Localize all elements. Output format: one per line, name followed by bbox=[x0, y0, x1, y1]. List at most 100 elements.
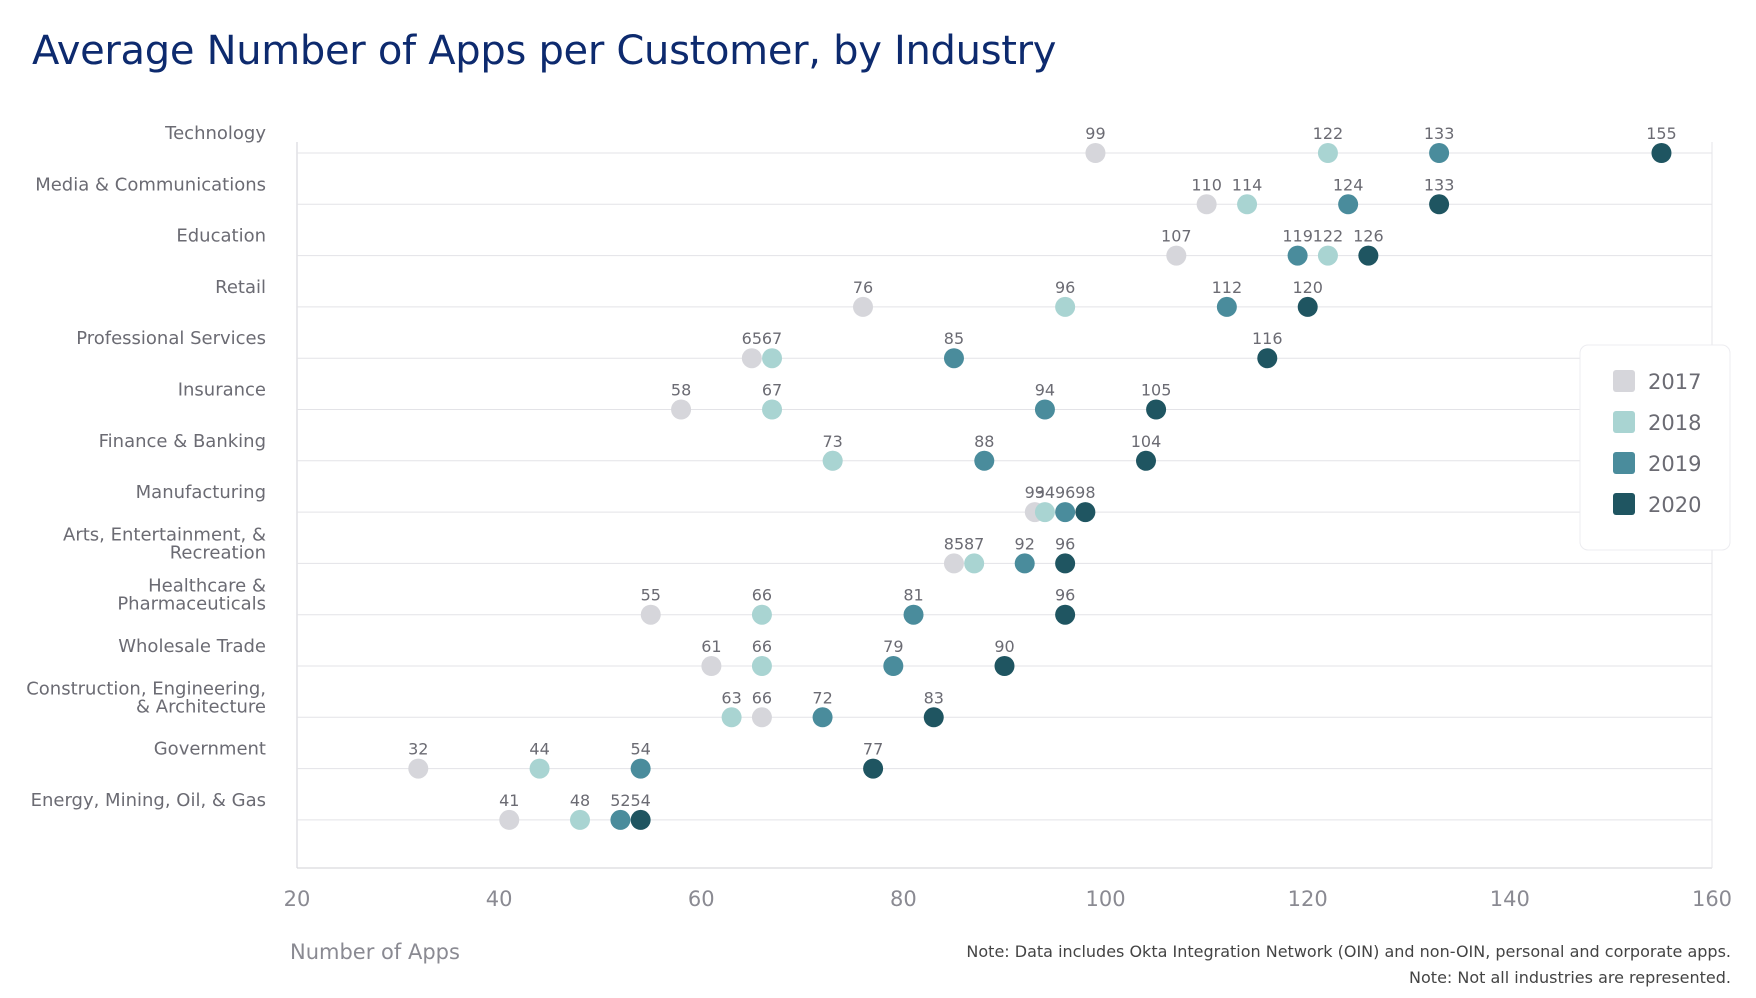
data-label: 119 bbox=[1282, 227, 1313, 246]
data-label: 61 bbox=[701, 637, 721, 656]
data-point-2018 bbox=[1034, 502, 1055, 523]
data-label: 55 bbox=[641, 586, 661, 605]
data-label: 114 bbox=[1232, 175, 1263, 194]
data-label: 112 bbox=[1212, 278, 1243, 297]
data-point-2018 bbox=[1237, 194, 1258, 215]
data-label: 63 bbox=[721, 688, 741, 707]
data-point-2018 bbox=[1055, 296, 1076, 317]
data-label: 122 bbox=[1313, 124, 1344, 143]
data-point-2020 bbox=[1146, 399, 1167, 420]
data-point-2019 bbox=[1216, 296, 1237, 317]
data-label: 66 bbox=[752, 586, 772, 605]
category-label: Government bbox=[154, 739, 266, 760]
data-point-2020 bbox=[994, 656, 1015, 676]
data-point-2019 bbox=[1055, 502, 1076, 523]
data-label: 133 bbox=[1424, 124, 1455, 143]
data-point-2019 bbox=[1014, 553, 1035, 574]
data-label: 87 bbox=[964, 534, 984, 553]
x-tick-label: 120 bbox=[1288, 887, 1328, 911]
data-point-2017 bbox=[640, 604, 661, 625]
x-tick-label: 80 bbox=[890, 887, 917, 911]
category-label: Energy, Mining, Oil, & Gas bbox=[31, 790, 266, 811]
data-label: 52 bbox=[610, 791, 630, 810]
data-point-2019 bbox=[943, 348, 964, 369]
data-point-2020 bbox=[1055, 604, 1076, 625]
category-label: Media & Communications bbox=[35, 174, 266, 195]
x-tick-label: 40 bbox=[486, 887, 513, 911]
data-point-2018 bbox=[762, 399, 783, 420]
legend-swatch-2019 bbox=[1613, 452, 1635, 474]
data-label: 122 bbox=[1313, 227, 1344, 246]
data-point-2017 bbox=[853, 296, 873, 317]
legend-label-2019: 2019 bbox=[1648, 452, 1701, 476]
data-label: 76 bbox=[853, 278, 873, 297]
data-point-2020 bbox=[1651, 143, 1672, 163]
data-point-2020 bbox=[1257, 348, 1278, 369]
data-label: 96 bbox=[1055, 586, 1075, 605]
category-label: Finance & Banking bbox=[99, 431, 266, 452]
data-point-2018 bbox=[1317, 245, 1338, 266]
data-label: 98 bbox=[1075, 483, 1095, 502]
data-label: 93 bbox=[1025, 483, 1045, 502]
category-label: Recreation bbox=[170, 542, 266, 563]
data-label: 54 bbox=[630, 740, 650, 759]
category-label: Arts, Entertainment, & bbox=[63, 524, 266, 545]
data-label: 105 bbox=[1141, 381, 1172, 400]
data-label: 72 bbox=[812, 688, 832, 707]
x-tick-label: 20 bbox=[284, 887, 311, 911]
data-point-2019 bbox=[903, 604, 924, 625]
data-point-2019 bbox=[1287, 245, 1308, 266]
data-point-2018 bbox=[721, 707, 742, 728]
data-point-2020 bbox=[1136, 450, 1156, 471]
data-point-2020 bbox=[923, 707, 944, 728]
data-label: 83 bbox=[924, 688, 944, 707]
data-label: 90 bbox=[994, 637, 1014, 656]
data-point-2019 bbox=[630, 758, 651, 779]
data-point-2018 bbox=[1317, 143, 1338, 163]
data-point-2018 bbox=[822, 450, 843, 471]
data-point-2019 bbox=[883, 656, 904, 676]
data-label: 85 bbox=[944, 534, 964, 553]
data-label: 96 bbox=[1055, 278, 1075, 297]
data-point-2017 bbox=[701, 656, 722, 676]
data-point-2017 bbox=[408, 758, 429, 779]
data-label: 126 bbox=[1353, 227, 1384, 246]
category-label: Professional Services bbox=[76, 328, 266, 349]
data-label: 79 bbox=[883, 637, 903, 656]
legend-swatch-2018 bbox=[1613, 411, 1635, 433]
data-point-2017 bbox=[751, 707, 772, 728]
data-label: 110 bbox=[1191, 175, 1222, 194]
data-point-2017 bbox=[741, 348, 762, 369]
data-point-2020 bbox=[1358, 245, 1379, 266]
category-label: Wholesale Trade bbox=[118, 636, 266, 657]
category-label: Construction, Engineering, bbox=[26, 678, 266, 699]
data-point-2018 bbox=[529, 758, 550, 779]
x-tick-label: 60 bbox=[688, 887, 715, 911]
note-industries: Note: Not all industries are represented… bbox=[1409, 968, 1731, 987]
legend-swatch-2017 bbox=[1613, 370, 1635, 392]
note-oin: Note: Data includes Okta Integration Net… bbox=[966, 942, 1731, 961]
data-label: 66 bbox=[752, 637, 772, 656]
category-label: & Architecture bbox=[136, 696, 266, 717]
data-label: 65 bbox=[742, 329, 762, 348]
data-point-2019 bbox=[974, 450, 995, 471]
legend-label-2017: 2017 bbox=[1648, 370, 1701, 394]
data-point-2018 bbox=[751, 604, 772, 625]
category-label: Technology bbox=[164, 123, 266, 144]
data-label: 66 bbox=[752, 688, 772, 707]
data-point-2019 bbox=[610, 809, 631, 830]
data-point-2017 bbox=[943, 553, 964, 574]
data-label: 124 bbox=[1333, 175, 1364, 194]
category-label: Manufacturing bbox=[136, 482, 266, 503]
data-point-2017 bbox=[1085, 143, 1106, 163]
x-tick-label: 100 bbox=[1086, 887, 1126, 911]
data-label: 116 bbox=[1252, 329, 1283, 348]
data-label: 120 bbox=[1292, 278, 1323, 297]
data-label: 107 bbox=[1161, 227, 1192, 246]
data-label: 32 bbox=[408, 740, 428, 759]
data-label: 92 bbox=[1015, 534, 1035, 553]
data-label: 81 bbox=[903, 586, 923, 605]
data-point-2018 bbox=[751, 656, 772, 676]
x-tick-label: 160 bbox=[1692, 887, 1732, 911]
